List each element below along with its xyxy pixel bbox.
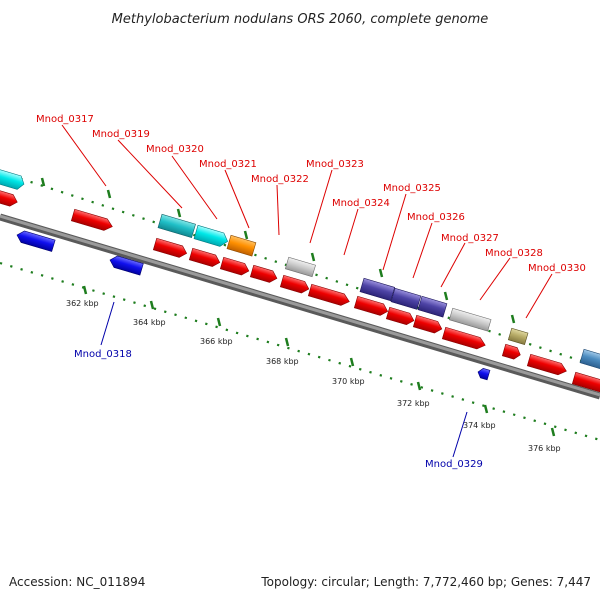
genome-summary-text: Topology: circular; Length: 7,772,460 bp…: [260, 575, 591, 589]
gene-arrow-red-i: [501, 343, 521, 360]
gene-label-mnod-0322: Mnod_0322: [251, 174, 309, 185]
gene-arrow-mnod-0324: [307, 283, 350, 306]
gene-arrow-steel-edge: [579, 348, 600, 372]
tick-label: 366 kbp: [200, 337, 233, 346]
gene-label-mnod-0319: Mnod_0319: [92, 129, 150, 140]
forward-label-leaders: [61, 124, 553, 319]
gene-label-mnod-0321: Mnod_0321: [199, 159, 257, 170]
gene-arrow-red-e: [353, 295, 389, 316]
gene-arrow-red-edge-right: [571, 371, 600, 395]
scale-tick-labels: 362 kbp 364 kbp 366 kbp 368 kbp 370 kbp …: [66, 299, 561, 453]
gene-label-mnod-0330: Mnod_0330: [528, 263, 586, 274]
gene-arrow-mnod-0318: [109, 255, 144, 276]
gene-label-mnod-0320: Mnod_0320: [146, 144, 204, 155]
gene-arrow-mnod-0321: [226, 234, 257, 257]
gene-arrow-red-edge: [0, 188, 18, 207]
gene-arrow-cyan-edge: [0, 167, 25, 190]
tick-label: 368 kbp: [266, 357, 299, 366]
tick-label: 362 kbp: [66, 299, 99, 308]
reverse-label-leaders: [100, 301, 468, 458]
gene-labels: Mnod_0317 Mnod_0318 Mnod_0319 Mnod_0320 …: [36, 114, 586, 470]
tick-label: 372 kbp: [397, 399, 430, 408]
gene-arrow-mnod-0320: [193, 224, 229, 247]
gene-label-mnod-0323: Mnod_0323: [306, 159, 364, 170]
gene-arrow-red-c: [219, 256, 250, 276]
gene-arrow-red-h: [441, 326, 486, 350]
lower-track-ticks: [82, 285, 556, 437]
gene-arrow-red-d: [249, 264, 278, 283]
gene-label-mnod-0325: Mnod_0325: [383, 183, 441, 194]
tick-label: 374 kbp: [463, 421, 496, 430]
tick-label: 370 kbp: [332, 377, 365, 386]
gene-label-mnod-0327: Mnod_0327: [441, 233, 499, 244]
gene-arrow-mnod-0330: [507, 327, 529, 345]
genome-title: Methylobacterium nodulans ORS 2060, comp…: [112, 12, 489, 27]
gene-arrow-red-f: [385, 306, 415, 326]
gene-arrow-red-a: [152, 237, 188, 258]
gene-arrow-mnod-0323: [284, 256, 316, 278]
gene-label-mnod-0328: Mnod_0328: [485, 248, 543, 259]
tick-label: 364 kbp: [133, 318, 166, 327]
gene-arrow-mnod-0326: [390, 287, 422, 310]
gene-label-mnod-0324: Mnod_0324: [332, 198, 390, 209]
gene-label-mnod-0326: Mnod_0326: [407, 212, 465, 223]
reverse-genes: [16, 230, 491, 381]
gene-arrow-mnod-0327: [417, 295, 448, 318]
gene-arrow-mnod-0328: [448, 307, 492, 332]
gene-arrow-mnod-0317: [70, 208, 113, 231]
gene-arrow-red-b: [188, 247, 221, 267]
gene-arrow-mnod-0319: [157, 213, 196, 239]
accession-text: Accession: NC_011894: [9, 575, 145, 589]
gene-arrow-mnod-0322: [279, 274, 310, 294]
upper-track-ticks: [40, 177, 516, 324]
gene-arrow-red-g: [412, 314, 443, 334]
gene-arrow-blue-left: [16, 230, 56, 252]
gene-label-mnod-0329: Mnod_0329: [425, 459, 483, 470]
forward-genes: [0, 167, 600, 395]
gene-arrow-mnod-0325: [359, 277, 396, 302]
upper-ruler-track: [0, 170, 600, 369]
gene-arrow-mnod-0329: [477, 368, 491, 381]
gene-arrow-red-j: [526, 353, 567, 376]
tick-label: 376 kbp: [528, 444, 561, 453]
gene-label-mnod-0317: Mnod_0317: [36, 114, 94, 125]
gene-label-mnod-0318: Mnod_0318: [74, 349, 132, 360]
genome-backbone: [0, 214, 600, 397]
